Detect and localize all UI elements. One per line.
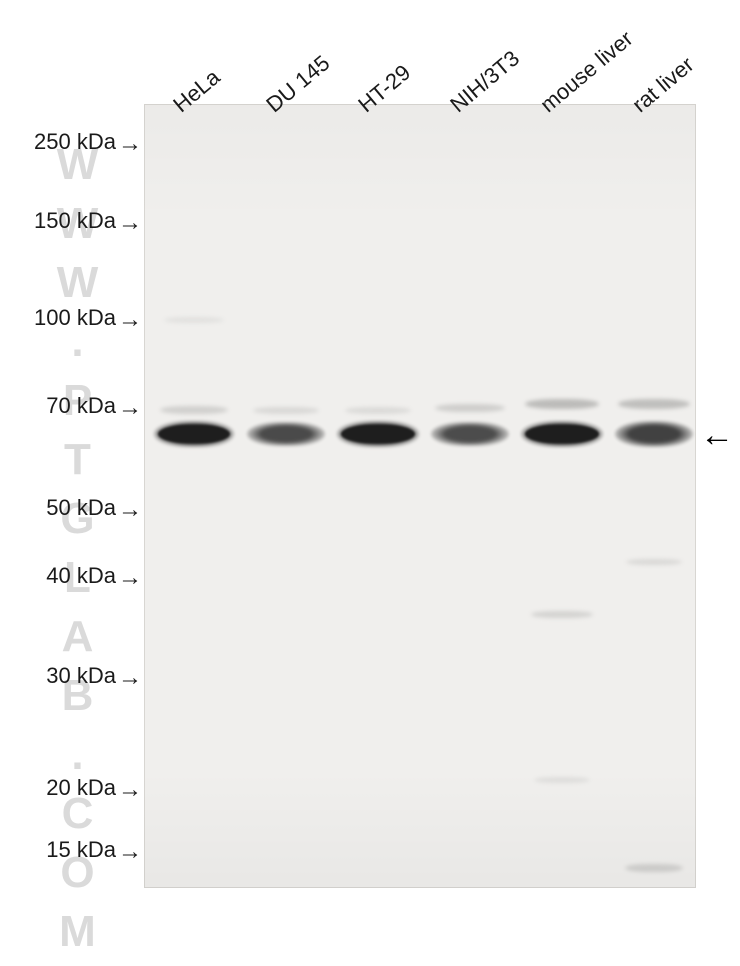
faint-band xyxy=(253,407,319,414)
faint-band xyxy=(164,317,224,323)
arrow-right-icon: → xyxy=(118,838,142,866)
marker-text: 15 kDa xyxy=(46,837,116,862)
marker-text: 100 kDa xyxy=(34,305,116,330)
faint-band xyxy=(626,559,682,565)
faint-band xyxy=(160,406,228,414)
marker-label: 50 kDa→ xyxy=(46,494,142,522)
marker-label: 15 kDa→ xyxy=(46,836,142,864)
marker-label: 40 kDa→ xyxy=(46,562,142,590)
faint-band xyxy=(618,399,690,409)
marker-text: 70 kDa xyxy=(46,393,116,418)
figure-container: WWW.PTGLAB.COM HeLaDU 145HT-29NIH/3T3mou… xyxy=(0,0,740,903)
protein-band xyxy=(247,422,325,447)
blot-membrane xyxy=(144,104,696,888)
arrow-right-icon: → xyxy=(118,394,142,422)
marker-text: 250 kDa xyxy=(34,129,116,154)
arrow-right-icon: → xyxy=(118,496,142,524)
marker-text: 150 kDa xyxy=(34,208,116,233)
marker-label: 20 kDa→ xyxy=(46,774,142,802)
protein-band-core xyxy=(158,425,230,443)
marker-text: 50 kDa xyxy=(46,495,116,520)
protein-band-core xyxy=(525,425,599,443)
faint-band xyxy=(435,404,505,412)
protein-band xyxy=(431,422,509,446)
marker-text: 30 kDa xyxy=(46,663,116,688)
arrow-right-icon: → xyxy=(118,664,142,692)
arrow-right-icon: → xyxy=(118,209,142,237)
marker-text: 20 kDa xyxy=(46,775,116,800)
protein-band xyxy=(615,421,693,446)
arrow-right-icon: → xyxy=(118,776,142,804)
marker-label: 150 kDa→ xyxy=(34,207,142,235)
arrow-right-icon: → xyxy=(118,564,142,592)
arrow-right-icon: → xyxy=(118,306,142,334)
marker-label: 30 kDa→ xyxy=(46,662,142,690)
faint-band xyxy=(525,399,599,409)
faint-band xyxy=(625,864,683,872)
result-arrow-icon: ← xyxy=(700,416,734,455)
arrow-right-icon: → xyxy=(118,130,142,158)
protein-band-core xyxy=(341,425,415,443)
marker-label: 250 kDa→ xyxy=(34,128,142,156)
faint-band xyxy=(531,611,593,618)
marker-label: 100 kDa→ xyxy=(34,304,142,332)
faint-band xyxy=(345,407,411,414)
marker-text: 40 kDa xyxy=(46,563,116,588)
marker-label: 70 kDa→ xyxy=(46,392,142,420)
faint-band xyxy=(534,777,590,783)
